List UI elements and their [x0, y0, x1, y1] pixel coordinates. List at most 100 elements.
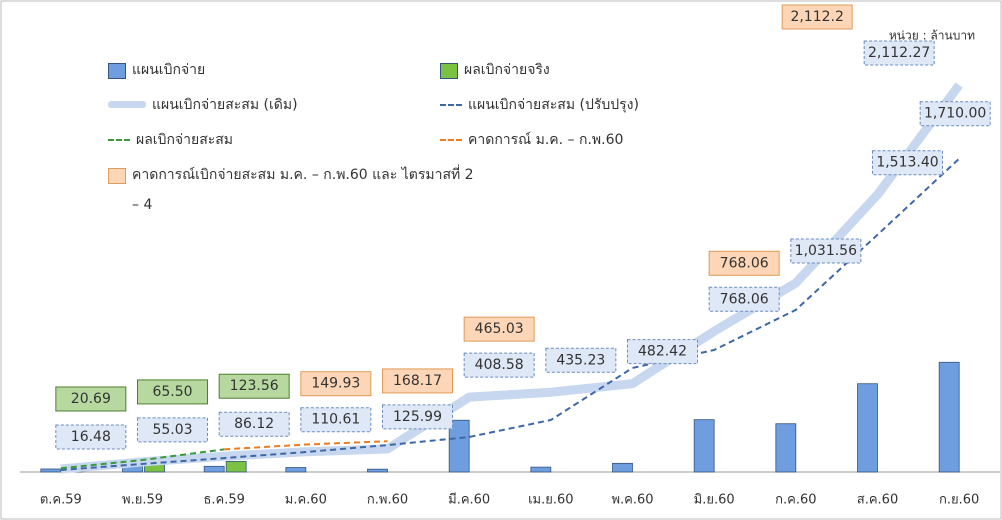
legend-swatch	[440, 139, 462, 141]
x-tick-label: ต.ค.59	[40, 493, 82, 508]
plan-label-text: 125.99	[393, 409, 442, 425]
dashed-line	[60, 448, 225, 470]
actual-label-bg	[55, 386, 127, 412]
bar	[938, 361, 960, 473]
actual-label-bg	[218, 373, 290, 399]
legend-label: ผลเบิกจ่ายสะสม	[136, 132, 234, 148]
x-tick-label: เม.ย.60	[528, 493, 573, 508]
bar	[775, 423, 797, 473]
plan-label-text: 110.61	[311, 412, 360, 428]
plan-label-text: 2,112.27	[868, 45, 930, 61]
actual-label: 65.50	[137, 379, 208, 405]
forecast-label-text: 168.17	[393, 373, 442, 389]
forecast-label-text: 149.93	[311, 376, 360, 392]
forecast-label-text: 768.06	[720, 255, 769, 271]
legend-label: คาดการณ์ ม.ค. – ก.พ.60	[468, 132, 624, 148]
bar	[857, 383, 878, 473]
x-tick-label: ก.ค.60	[775, 493, 816, 508]
x-tick-label: พ.ค.60	[611, 493, 653, 508]
cumulative-line	[60, 82, 963, 474]
dashed-line	[60, 157, 960, 471]
x-tick-label: ก.ย.60	[939, 493, 979, 508]
legend-label: ผลเบิกจ่ายจริง	[464, 62, 550, 78]
legend-label: คาดการณ์เบิกจ่ายสะสม ม.ค. – ก.พ.60 และ ไ…	[132, 167, 474, 213]
forecast-label: 465.03	[463, 316, 535, 342]
legend-swatch	[108, 139, 130, 141]
plan-label-bg	[137, 417, 208, 443]
legend-swatch	[440, 104, 462, 106]
legend-item: แผนเบิกจ่ายสะสม (ปรับปรุง)	[440, 90, 639, 120]
bar	[40, 468, 62, 473]
plan-label: 86.12	[218, 411, 290, 437]
plan-label-text: 55.03	[152, 422, 192, 438]
actual-label-text: 123.56	[230, 378, 279, 394]
forecast-label: 168.17	[382, 368, 453, 394]
plan-label-text: 435.23	[556, 352, 605, 368]
plan-label-bg	[872, 150, 943, 176]
bar	[612, 462, 633, 473]
revised-label: 1,710.00	[919, 101, 991, 127]
legend-swatch	[108, 168, 126, 184]
plan-label-bg	[708, 286, 780, 312]
plan-label: 2,112.27	[863, 40, 935, 66]
x-tick-label: ม.ค.60	[285, 493, 327, 508]
x-tick-label: มี.ค.60	[448, 492, 490, 508]
plan-label: 768.06	[708, 286, 780, 312]
plan-label-bg	[55, 424, 127, 450]
forecast-label-bg	[463, 316, 535, 342]
bar	[448, 419, 470, 473]
plan-label-bg	[463, 352, 535, 378]
forecast-label: 149.93	[300, 371, 372, 397]
plan-label-text: 408.58	[475, 357, 524, 373]
legend-item: แผนเบิกจ่ายสะสม (เดิม)	[108, 90, 298, 120]
legend-item: คาดการณ์ ม.ค. – ก.พ.60	[440, 125, 623, 155]
plan-label-bg	[218, 411, 290, 437]
plan-label-bg	[300, 407, 372, 433]
plan-label: 1,513.40	[872, 150, 943, 176]
unit-label: หน่วย : ล้านบาท	[889, 29, 975, 43]
forecast-label-text: 2,112.2	[790, 9, 843, 25]
legend-item: ผลเบิกจ่ายจริง	[440, 55, 550, 85]
legend-swatch	[108, 101, 146, 108]
plan-label-bg	[545, 347, 617, 373]
x-tick-label: ส.ค.60	[857, 493, 898, 508]
dashed-line	[224, 440, 388, 451]
actual-label-bg	[137, 379, 208, 405]
legend-swatch	[440, 63, 458, 79]
plan-label: 435.23	[545, 347, 617, 373]
legend-label: แผนเบิกจ่ายสะสม (ปรับปรุง)	[468, 97, 639, 113]
plan-label: 482.42	[627, 339, 698, 365]
x-tick-label: ก.พ.60	[367, 493, 408, 508]
x-tick-label: ธ.ค.59	[203, 493, 244, 508]
plan-label-bg	[790, 238, 862, 264]
bar	[530, 466, 552, 473]
forecast-label-bg	[300, 371, 372, 397]
legend-item: แผนเบิกจ่าย	[108, 55, 205, 85]
legend-swatch	[108, 63, 126, 79]
plan-label: 125.99	[382, 404, 453, 430]
actual-label-text: 20.69	[71, 391, 111, 407]
plan-label-text: 1,031.56	[795, 243, 857, 259]
plan-label-bg	[863, 40, 935, 66]
legend-label: แผนเบิกจ่าย	[132, 62, 206, 78]
actual-label-text: 65.50	[152, 384, 192, 400]
plan-label: 1,031.56	[790, 238, 862, 264]
forecast-label-bg	[708, 250, 780, 276]
plan-label: 110.61	[300, 407, 372, 433]
bar	[693, 419, 715, 473]
forecast-label-text: 465.03	[475, 321, 524, 337]
forecast-label: 768.06	[708, 250, 780, 276]
plan-label: 408.58	[463, 352, 535, 378]
revised-label-bg	[919, 101, 991, 127]
plan-label-text: 16.48	[71, 429, 111, 445]
plan-label: 16.48	[55, 424, 127, 450]
plan-label-text: 86.12	[234, 416, 274, 432]
bar	[367, 468, 388, 473]
legend-item: ผลเบิกจ่ายสะสม	[108, 125, 233, 155]
plan-label-bg	[382, 404, 453, 430]
legend-label: แผนเบิกจ่ายสะสม (เดิม)	[152, 97, 298, 113]
x-tick-label: มิ.ย.60	[694, 493, 735, 508]
legend-item: คาดการณ์เบิกจ่ายสะสม ม.ค. – ก.พ.60 และ ไ…	[108, 160, 483, 220]
